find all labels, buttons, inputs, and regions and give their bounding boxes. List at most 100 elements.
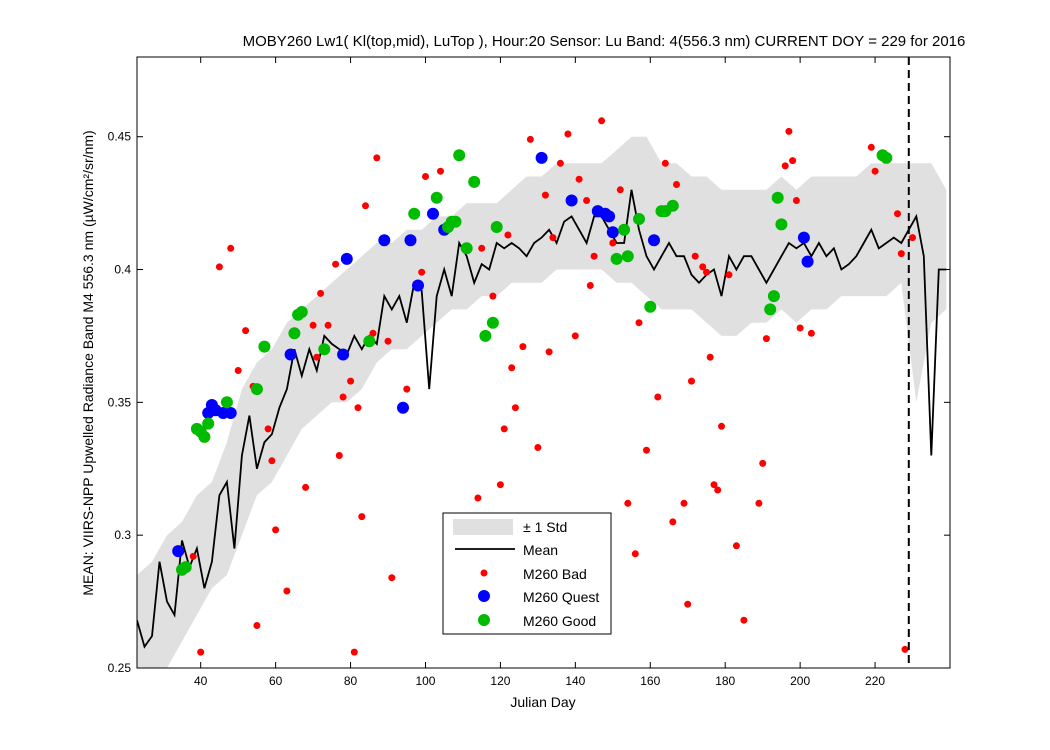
- bad-point: [785, 127, 793, 135]
- bad-point: [762, 335, 770, 343]
- bad-point: [643, 446, 650, 454]
- bad-point: [688, 377, 695, 385]
- bad-point: [541, 191, 549, 199]
- bad-point: [253, 622, 261, 629]
- good-point: [449, 215, 462, 228]
- good-point: [644, 300, 657, 313]
- good-point: [633, 213, 645, 225]
- bad-point: [781, 162, 789, 170]
- bad-point: [496, 481, 504, 489]
- bad-point: [616, 186, 624, 194]
- bad-point: [871, 167, 879, 175]
- good-point: [363, 335, 376, 348]
- quest-point: [284, 348, 297, 361]
- bad-point: [673, 181, 680, 188]
- quest-point: [565, 194, 578, 207]
- good-point: [198, 430, 211, 443]
- x-tick-label: 40: [194, 674, 208, 688]
- good-point: [258, 340, 271, 353]
- good-point: [618, 223, 631, 236]
- bad-point: [714, 486, 722, 494]
- quest-point: [172, 545, 185, 558]
- bad-point: [283, 587, 291, 595]
- bad-point: [272, 526, 280, 534]
- good-point: [288, 327, 301, 340]
- good-point: [408, 207, 421, 220]
- x-tick-label: 100: [415, 674, 435, 688]
- good-point: [295, 306, 308, 318]
- bad-point: [575, 175, 583, 183]
- bad-point: [699, 263, 707, 271]
- bad-point: [309, 321, 317, 329]
- bad-point: [197, 648, 205, 656]
- good-point: [453, 149, 466, 162]
- bad-point: [358, 513, 366, 521]
- bad-point: [807, 329, 815, 337]
- y-tick-label: 0.25: [108, 661, 132, 675]
- quest-point: [412, 279, 424, 292]
- y-tick-label: 0.35: [108, 395, 132, 409]
- bad-point: [403, 385, 411, 393]
- good-point: [318, 343, 331, 356]
- bad-point: [590, 252, 598, 260]
- bad-point: [437, 167, 444, 175]
- bad-point: [478, 244, 486, 252]
- quest-point: [378, 234, 391, 247]
- axis-ticks: 40 60 80 100 120 140 160 180 200 220 0.25 0.3 0.35 0.…: [108, 57, 950, 688]
- bad-point: [511, 404, 519, 412]
- quest-point: [648, 234, 660, 247]
- bad-point: [631, 550, 639, 558]
- good-point: [486, 316, 499, 329]
- quest-point: [224, 407, 237, 419]
- good-point: [220, 396, 233, 409]
- quest-point: [801, 255, 814, 268]
- bad-point: [354, 404, 362, 412]
- bad-point: [324, 321, 332, 329]
- x-tick-label: 120: [490, 674, 510, 688]
- quest-point: [340, 252, 353, 265]
- x-tick-label: 60: [269, 674, 283, 688]
- quest-point: [397, 401, 409, 414]
- bad-point: [264, 425, 272, 433]
- chart-title: MOBY260 Lw1( Kl(top,mid), LuTop ), Hour:…: [243, 33, 966, 50]
- y-axis-label: MEAN: VIIRS-NPP Upwelled Radiance Band M…: [80, 130, 96, 595]
- x-tick-label: 160: [640, 674, 660, 688]
- bad-point: [598, 117, 606, 125]
- x-tick-label: 220: [865, 674, 885, 688]
- x-axis-label: Julian Day: [510, 694, 575, 710]
- good-point: [250, 383, 263, 396]
- bad-point: [654, 393, 662, 401]
- quest-point: [404, 234, 417, 247]
- bad-point: [583, 197, 591, 204]
- bad-point: [901, 645, 909, 653]
- good-point: [460, 242, 473, 255]
- bad-point: [789, 157, 797, 165]
- good-point: [666, 199, 679, 212]
- bad-point: [706, 353, 714, 361]
- std-band-layer: [137, 136, 947, 668]
- legend-quest-swatch: [478, 590, 490, 602]
- bad-point: [347, 377, 355, 385]
- bad-point: [234, 367, 242, 374]
- bad-point: [680, 499, 688, 507]
- bad-point: [474, 494, 482, 502]
- x-tick-label: 200: [790, 674, 810, 688]
- y-tick-label: 0.45: [108, 130, 132, 144]
- bad-point: [897, 250, 905, 258]
- bad-point: [732, 542, 740, 550]
- bad-point: [242, 327, 250, 335]
- plot-frame: [136, 56, 951, 669]
- good-point: [490, 221, 503, 233]
- x-tick-label: 80: [344, 674, 358, 688]
- bad-point: [556, 159, 564, 167]
- std-band: [137, 136, 947, 668]
- good-point: [179, 561, 192, 574]
- bad-point: [545, 348, 553, 356]
- bad-point: [691, 252, 699, 260]
- bad-point: [332, 260, 340, 268]
- bad-point: [317, 289, 325, 297]
- bad-point: [373, 154, 381, 162]
- quest-point: [606, 226, 619, 239]
- x-tick-label: 140: [565, 674, 585, 688]
